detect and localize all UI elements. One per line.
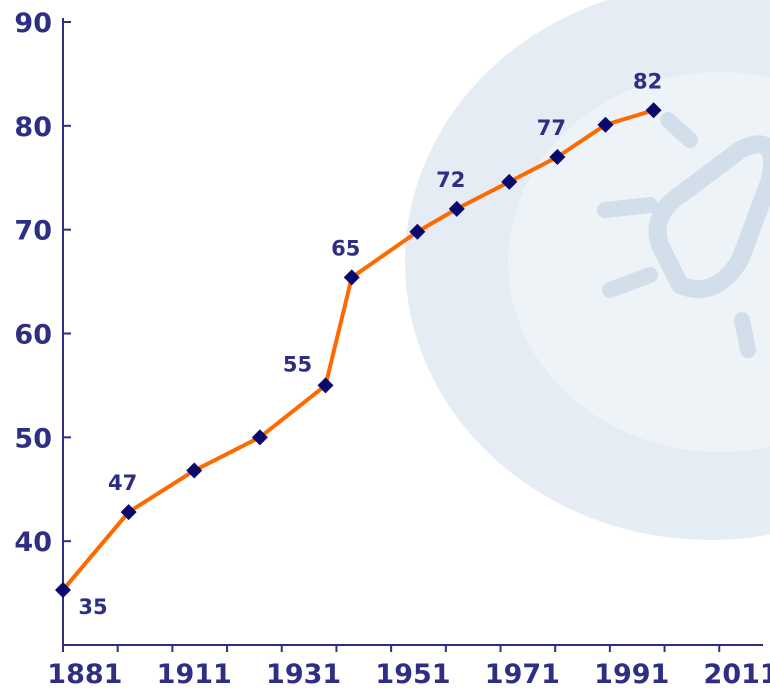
series-line-group xyxy=(61,108,656,592)
data-point-marker xyxy=(597,116,614,133)
data-point-marker xyxy=(645,102,662,119)
data-point-marker xyxy=(549,148,566,165)
data-point-marker xyxy=(448,200,465,217)
data-label: 72 xyxy=(436,168,465,192)
x-tick-label: 1951 xyxy=(375,659,450,690)
data-point-marker xyxy=(409,223,426,240)
data-point-marker xyxy=(186,462,203,479)
data-label: 82 xyxy=(633,69,662,93)
data-label: 35 xyxy=(78,595,107,619)
x-tick-label: 1971 xyxy=(485,659,560,690)
x-tick-label: 1931 xyxy=(266,659,341,690)
x-tick-label: 1991 xyxy=(594,659,669,690)
y-tick-label: 50 xyxy=(14,423,52,454)
data-point-marker xyxy=(120,504,137,521)
data-point-marker xyxy=(55,581,71,598)
data-point-marker xyxy=(501,173,518,190)
x-axis-ticks: 1881 1911 1931 1951 1971 1991 2011 xyxy=(47,645,770,690)
data-labels: 35 47 55 65 72 77 82 xyxy=(78,69,662,619)
series-line xyxy=(61,108,656,592)
data-point-marker xyxy=(251,429,268,446)
x-tick-label: 1881 xyxy=(47,659,122,690)
y-tick-label: 80 xyxy=(14,112,52,143)
data-label: 55 xyxy=(283,352,312,376)
x-tick-label: 1911 xyxy=(157,659,232,690)
y-tick-label: 90 xyxy=(14,8,52,39)
y-tick-label: 40 xyxy=(14,527,52,558)
data-label: 65 xyxy=(331,236,360,260)
x-tick-label: 2011 xyxy=(704,659,770,690)
data-point-marker xyxy=(317,377,334,394)
data-label: 47 xyxy=(108,471,137,495)
microphone-badge-icon xyxy=(405,0,770,540)
y-tick-label: 60 xyxy=(14,320,52,351)
y-axis-ticks: 40 50 60 70 80 90 xyxy=(14,8,71,646)
y-tick-label: 70 xyxy=(14,216,52,247)
data-point-marker xyxy=(343,269,360,286)
data-label: 77 xyxy=(537,116,566,140)
series-markers xyxy=(55,102,662,598)
